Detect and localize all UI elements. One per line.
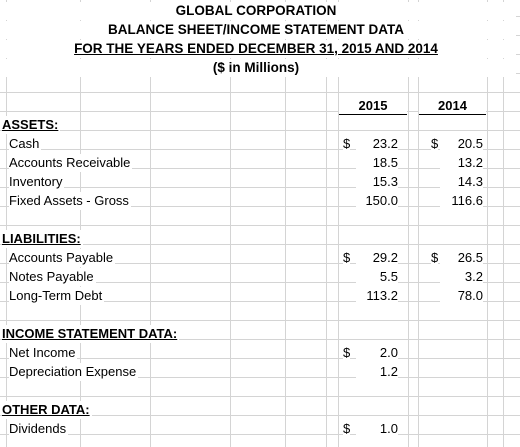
grid-column-line <box>150 0 151 447</box>
company-name: GLOBAL CORPORATION <box>0 2 516 20</box>
grid-column-line <box>503 0 504 447</box>
currency-symbol: $ <box>431 249 439 267</box>
row-label-long-term-debt: Long-Term Debt <box>9 287 105 305</box>
accounts-payable-2014: 26.5 <box>440 249 483 267</box>
grid-column-line <box>418 0 419 447</box>
inventory-2015: 15.3 <box>356 173 398 191</box>
dividends-2015: 1.0 <box>356 420 398 438</box>
grid-column-line <box>80 0 81 447</box>
fixed-assets-gross-2014: 116.6 <box>440 192 483 210</box>
currency-symbol: $ <box>343 135 351 153</box>
accounts-receivable-2015: 18.5 <box>356 154 398 172</box>
cash-2014: 20.5 <box>440 135 483 153</box>
row-label-depreciation-expense: Depreciation Expense <box>9 363 139 381</box>
depreciation-expense-2015: 1.2 <box>356 363 398 381</box>
column-header-2015: 2015 <box>339 97 407 115</box>
accounts-payable-2015: 29.2 <box>356 249 398 267</box>
long-term-debt-2014: 78.0 <box>440 287 483 305</box>
column-header-2014: 2014 <box>419 97 486 115</box>
fixed-assets-gross-2015: 150.0 <box>356 192 398 210</box>
report-period: FOR THE YEARS ENDED DECEMBER 31, 2015 AN… <box>0 40 516 58</box>
row-label-accounts-receivable: Accounts Receivable <box>9 154 133 172</box>
report-units: ($ in Millions) <box>0 59 516 77</box>
row-label-accounts-payable: Accounts Payable <box>9 249 116 267</box>
row-label-cash: Cash <box>9 135 42 153</box>
grid-column-line <box>6 0 7 447</box>
currency-symbol: $ <box>343 420 351 438</box>
row-label-net-income: Net Income <box>9 344 78 362</box>
grid-column-line <box>285 0 286 447</box>
report-title: BALANCE SHEET/INCOME STATEMENT DATA <box>0 21 516 39</box>
grid-column-line <box>408 0 409 447</box>
row-label-dividends: Dividends <box>9 420 69 438</box>
section-title-assets: ASSETS: <box>2 116 61 134</box>
notes-payable-2015: 5.5 <box>356 268 398 286</box>
grid-column-line <box>338 0 339 447</box>
report-period-text: FOR THE YEARS ENDED DECEMBER 31, 2015 AN… <box>74 41 438 56</box>
row-label-fixed-assets-gross: Fixed Assets - Gross <box>9 192 131 210</box>
column-header-underline <box>419 114 486 115</box>
section-title-liabilities: LIABILITIES: <box>2 230 83 248</box>
long-term-debt-2015: 113.2 <box>356 287 398 305</box>
grid-column-line <box>487 0 488 447</box>
currency-symbol: $ <box>343 344 351 362</box>
column-header-underline <box>339 114 407 115</box>
row-label-notes-payable: Notes Payable <box>9 268 96 286</box>
grid-column-line <box>326 0 327 447</box>
section-title-income-statement: INCOME STATEMENT DATA: <box>2 325 180 343</box>
grid-column-line <box>230 0 231 447</box>
notes-payable-2014: 3.2 <box>440 268 483 286</box>
cash-2015: 23.2 <box>356 135 398 153</box>
currency-symbol: $ <box>343 249 351 267</box>
currency-symbol: $ <box>431 135 439 153</box>
accounts-receivable-2014: 13.2 <box>440 154 483 172</box>
row-label-inventory: Inventory <box>9 173 65 191</box>
inventory-2014: 14.3 <box>440 173 483 191</box>
section-title-other-data: OTHER DATA: <box>2 401 92 419</box>
net-income-2015: 2.0 <box>356 344 398 362</box>
